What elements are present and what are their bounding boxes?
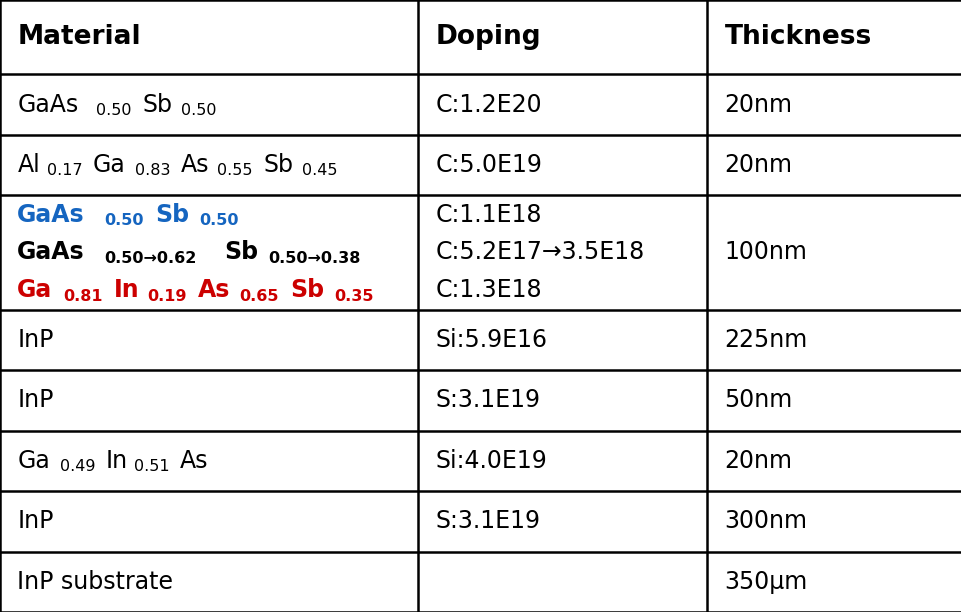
Text: As: As xyxy=(198,278,230,302)
Text: 20nm: 20nm xyxy=(724,92,792,116)
Text: 100nm: 100nm xyxy=(724,241,806,264)
Text: 20nm: 20nm xyxy=(724,153,792,177)
Text: 0.50: 0.50 xyxy=(181,103,216,118)
Text: 0.50→0.62: 0.50→0.62 xyxy=(105,251,197,266)
Text: InP: InP xyxy=(17,389,54,412)
Text: 20nm: 20nm xyxy=(724,449,792,473)
Text: 0.83: 0.83 xyxy=(135,163,170,178)
Text: Si:4.0E19: Si:4.0E19 xyxy=(435,449,547,473)
Text: Sb: Sb xyxy=(156,203,189,226)
Text: S:3.1E19: S:3.1E19 xyxy=(435,509,540,533)
Text: 0.81: 0.81 xyxy=(62,289,102,304)
Text: 225nm: 225nm xyxy=(724,328,807,352)
Text: Al: Al xyxy=(17,153,40,177)
Text: Doping: Doping xyxy=(435,24,541,50)
Text: C:1.2E20: C:1.2E20 xyxy=(435,92,542,116)
Text: Thickness: Thickness xyxy=(724,24,871,50)
Text: Ga: Ga xyxy=(17,278,53,302)
Text: GaAs: GaAs xyxy=(17,241,85,264)
Text: 0.55: 0.55 xyxy=(217,163,253,178)
Text: In: In xyxy=(106,449,128,473)
Text: 350μm: 350μm xyxy=(724,570,807,594)
Text: 0.50: 0.50 xyxy=(199,213,239,228)
Text: 0.50: 0.50 xyxy=(96,103,132,118)
Text: As: As xyxy=(180,449,209,473)
Text: GaAs: GaAs xyxy=(17,203,85,226)
Text: Ga: Ga xyxy=(17,449,50,473)
Text: C:5.0E19: C:5.0E19 xyxy=(435,153,542,177)
Text: Sb: Sb xyxy=(263,153,293,177)
Text: In: In xyxy=(113,278,139,302)
Text: S:3.1E19: S:3.1E19 xyxy=(435,389,540,412)
Text: 0.19: 0.19 xyxy=(147,289,186,304)
Text: InP substrate: InP substrate xyxy=(17,570,173,594)
Text: 0.45: 0.45 xyxy=(302,163,337,178)
Text: C:5.2E17→3.5E18: C:5.2E17→3.5E18 xyxy=(435,241,645,264)
Text: Sb: Sb xyxy=(224,241,258,264)
Text: 0.65: 0.65 xyxy=(239,289,279,304)
Text: 0.50→0.38: 0.50→0.38 xyxy=(267,251,359,266)
Text: Material: Material xyxy=(17,24,141,50)
Text: InP: InP xyxy=(17,328,54,352)
Text: C:1.1E18: C:1.1E18 xyxy=(435,203,542,226)
Text: GaAs: GaAs xyxy=(17,92,79,116)
Text: 0.49: 0.49 xyxy=(60,459,95,474)
Text: 50nm: 50nm xyxy=(724,389,792,412)
Text: Si:5.9E16: Si:5.9E16 xyxy=(435,328,547,352)
Text: InP: InP xyxy=(17,509,54,533)
Text: C:1.3E18: C:1.3E18 xyxy=(435,278,542,302)
Text: Sb: Sb xyxy=(290,278,324,302)
Text: 300nm: 300nm xyxy=(724,509,806,533)
Text: 0.35: 0.35 xyxy=(334,289,374,304)
Text: 0.51: 0.51 xyxy=(134,459,169,474)
Text: As: As xyxy=(181,153,209,177)
Text: Ga: Ga xyxy=(92,153,125,177)
Text: Sb: Sb xyxy=(142,92,172,116)
Text: 0.17: 0.17 xyxy=(47,163,83,178)
Text: 0.50: 0.50 xyxy=(105,213,144,228)
